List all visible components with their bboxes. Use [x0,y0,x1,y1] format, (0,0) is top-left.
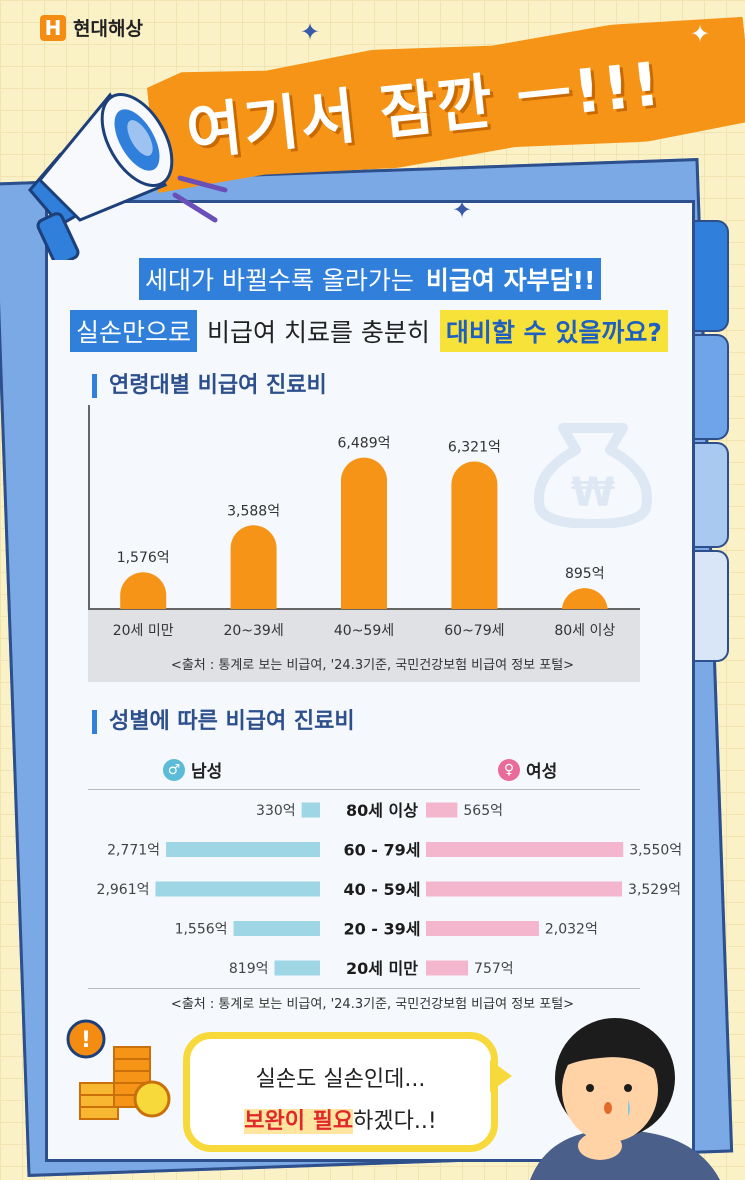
female-value-label: 2,032억 [545,922,598,938]
female-bar [426,921,539,936]
age-category-label: 20세 미만 [113,623,174,639]
age-category-label: 20~39세 [223,623,283,639]
character-illustration [530,1018,720,1180]
age-value-label: 6,321억 [448,440,501,456]
headline-text-b: 비급여 자부담!! [419,258,602,300]
female-value-label: 565억 [463,803,503,819]
female-value-label: 3,529억 [628,882,681,898]
age-bar [341,457,387,609]
svg-text:!: ! [81,1028,91,1053]
money-bag-icon: ₩ [534,423,652,528]
divider-top [88,789,640,790]
headline-question: 대비할 수 있을까요? [439,310,668,352]
brand-logo: H 현대해상 [40,14,143,41]
age-bar [230,525,277,609]
svg-text:₩: ₩ [571,470,615,516]
age-bar [120,572,167,609]
male-bar [233,921,320,936]
female-bar [426,881,623,897]
age-bar-chart: 1,576억 20세 미만 3,588억 20~39세 6,489억 40~59세 6,32… [113,436,616,639]
section-title-age: 연령대별 비급여 진료비 [92,374,327,398]
legend-male-label: 남성 [191,762,223,782]
headline-text-a: 세대가 바뀔수록 올라가는 [139,258,420,300]
female-bar [426,842,624,857]
speech-bubble: 실손도 실손인데... 보완이 필요하겠다..! [183,1032,498,1152]
age-chart-xaxis [88,610,640,682]
logo-mark: H [40,14,66,41]
sparkle-icon: ✦ [690,20,711,48]
brand-name: 현대해상 [73,18,143,40]
legend-male: ♂ 남성 [163,757,222,782]
age-value-label: 895억 [565,566,605,582]
age-category-label: 40~59세 [334,623,394,639]
bubble-highlight: 보완이 필요 [244,1109,354,1134]
age-group-label: 20세 미만 [346,959,418,978]
male-value-label: 819억 [229,961,269,977]
male-bar [155,881,320,897]
age-group-label: 60 - 79세 [343,841,420,860]
male-bar [301,802,320,818]
male-value-label: 1,556억 [175,922,228,938]
coins-icon: ! [66,1019,171,1120]
male-bar [166,842,320,857]
age-group-label: 80세 이상 [346,801,418,820]
age-group-label: 40 - 59세 [343,880,420,899]
headline-row-2: 실손만으로 비급여 치료를 충분히 대비할 수 있을까요? [70,310,668,352]
female-value-label: 3,550억 [629,843,682,859]
bubble-rest: 하겠다..! [353,1109,437,1134]
age-bar [561,588,608,612]
bubble-tail [490,1060,512,1092]
age-value-label: 6,489억 [338,436,391,452]
bubble-line-1: 실손도 실손인데... [255,1067,426,1092]
headline-text: 비급여 치료를 충분히 [207,318,430,347]
male-value-label: 2,961억 [97,882,150,898]
headline-highlight: 실손만으로 [70,310,198,352]
male-value-label: 2,771억 [107,843,160,859]
sparkle-icon: ✦ [300,18,321,46]
age-value-label: 1,576억 [117,550,170,566]
age-chart-source: <출처 : 통계로 보는 비급여, '24.3기준, 국민건강보험 비급여 정보… [170,658,575,673]
male-bar [274,960,320,976]
bubble-line-2: 보완이 필요하겠다..! [190,1103,491,1135]
headline-row-1: 세대가 바뀔수록 올라가는 비급여 자부담!! [139,258,602,300]
age-group-label: 20 - 39세 [343,920,420,939]
female-icon: ♀ [498,758,520,781]
female-bar [426,960,469,976]
female-bar [426,802,458,818]
age-category-label: 80세 이상 [554,623,615,639]
male-icon: ♂ [163,758,185,781]
age-category-label: 60~79세 [444,623,504,639]
legend-female: ♀ 여성 [498,757,557,782]
section-title-gender: 성별에 따른 비급여 진료비 [92,710,355,734]
divider-bottom [88,988,640,989]
female-value-label: 757억 [474,961,514,977]
age-value-label: 3,588억 [227,503,280,519]
gender-bar-chart: 330억 565억 80세 이상 2,771억 3,550억 60 - 79세 2,961억… [97,801,683,978]
sparkle-icon: ✦ [452,196,473,224]
age-bar [451,461,498,609]
megaphone-icon [28,92,228,260]
legend-female-label: 여성 [526,762,558,782]
male-value-label: 330억 [256,803,296,819]
gender-chart-source: <출처 : 통계로 보는 비급여, '24.3기준, 국민건강보험 비급여 정보… [170,997,575,1012]
